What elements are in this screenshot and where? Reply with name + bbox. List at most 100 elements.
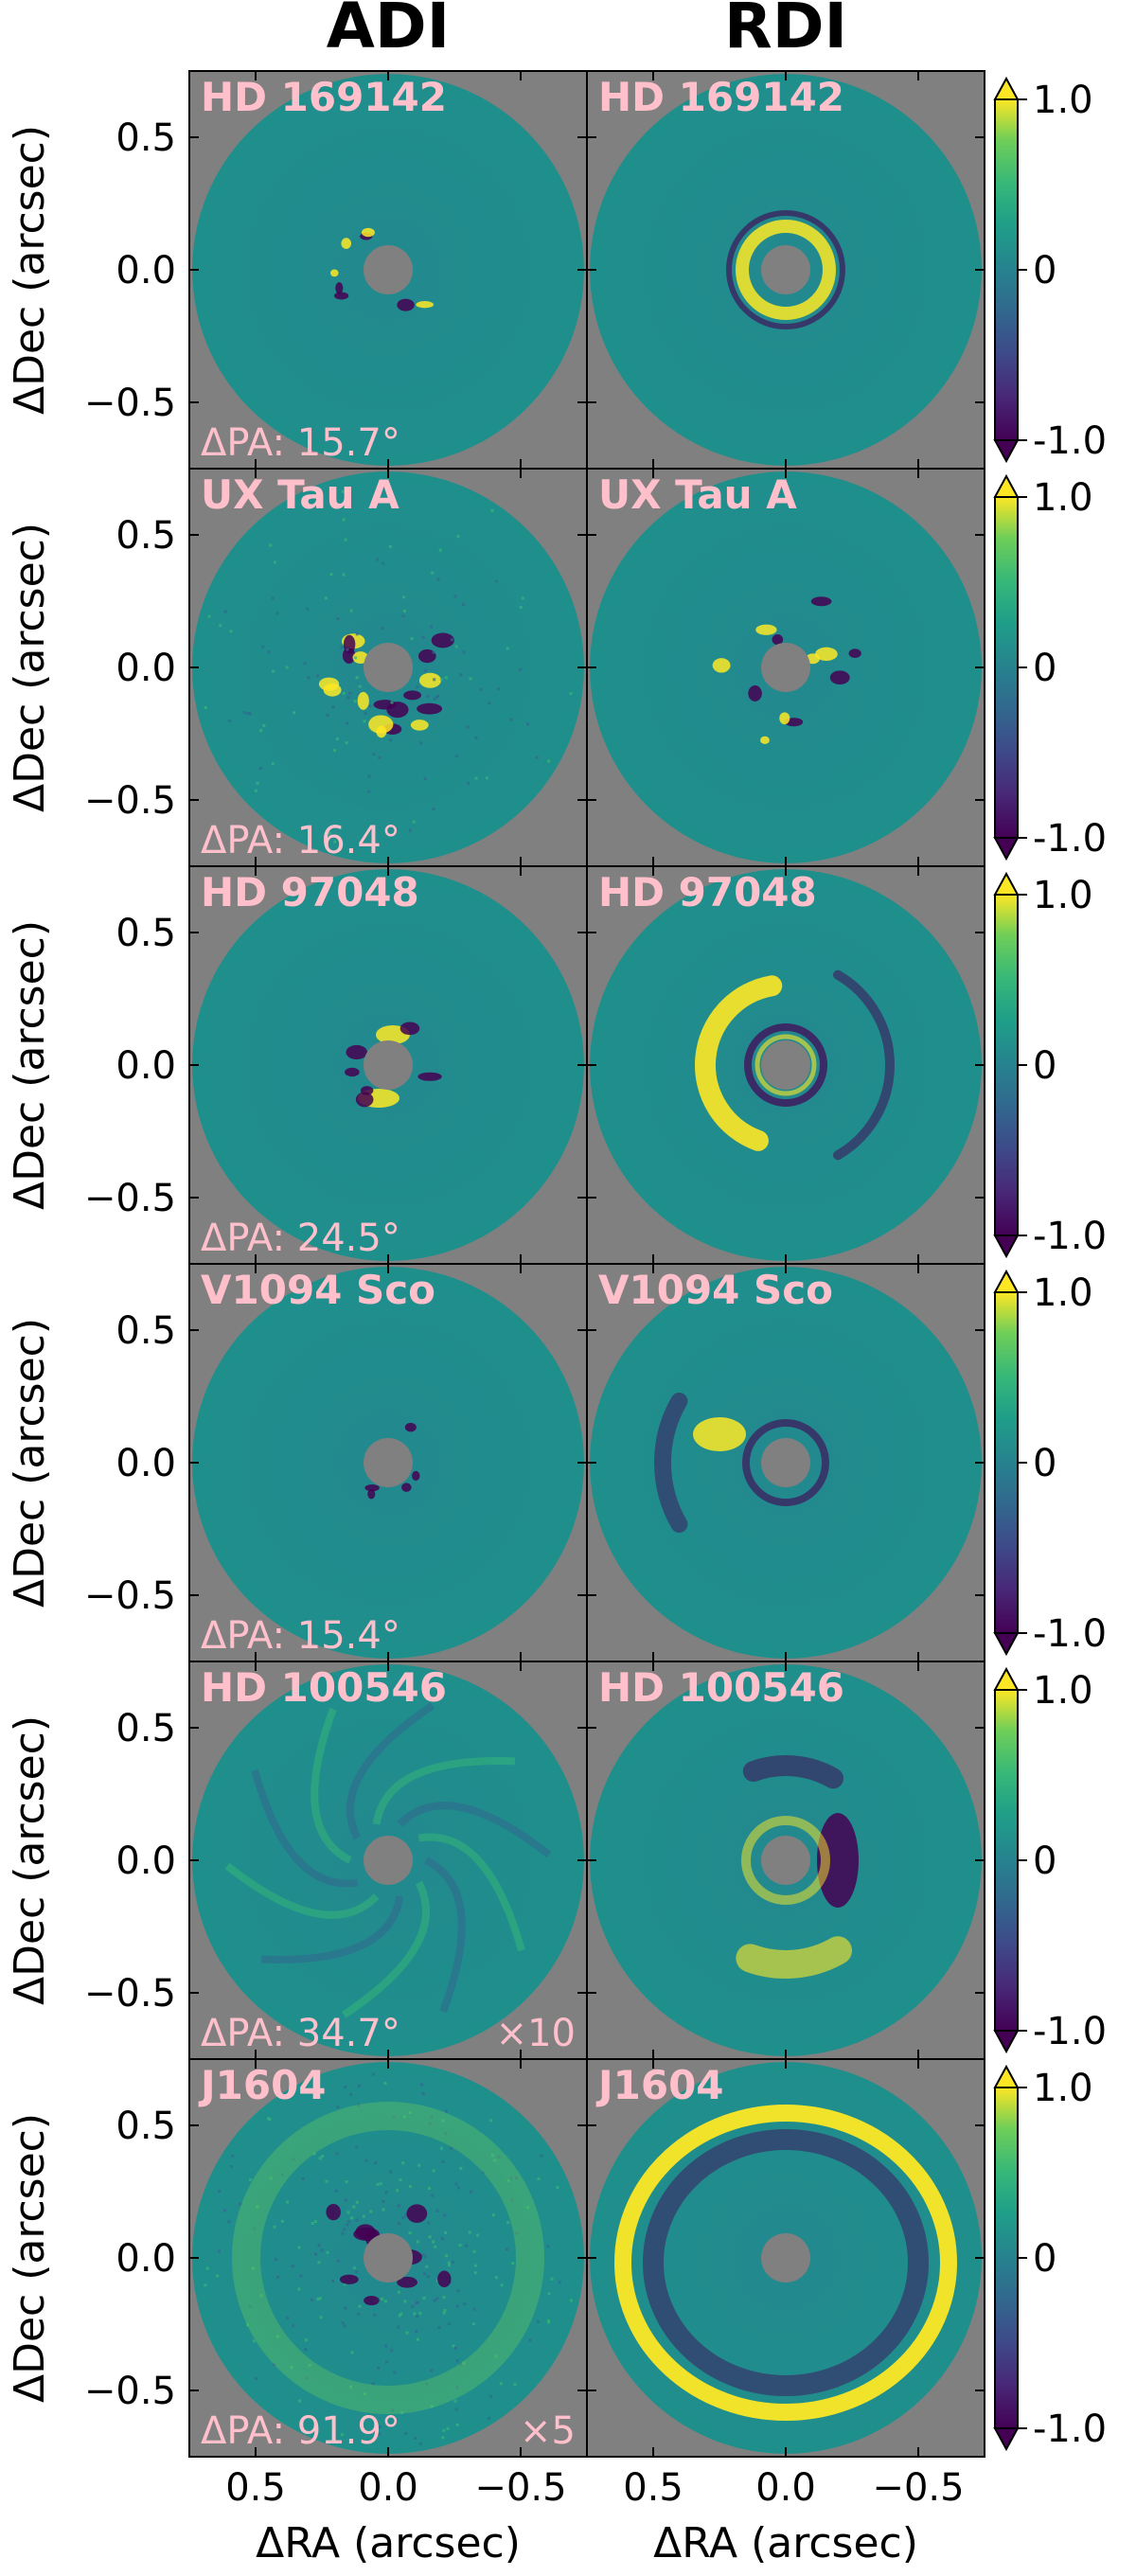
noise-pixel bbox=[432, 2169, 435, 2173]
noise-pixel bbox=[372, 2072, 376, 2076]
noise-pixel bbox=[281, 2173, 285, 2176]
noise-pixel bbox=[408, 2185, 412, 2189]
colorbar-gradient bbox=[994, 98, 1019, 441]
noise-pixel bbox=[299, 2274, 303, 2278]
noise-pixel bbox=[546, 2245, 550, 2248]
target-label: HD 97048 bbox=[201, 869, 419, 915]
y-tick-label: 0.5 bbox=[115, 514, 176, 558]
colorbar-2: 1.0 0 -1.0 bbox=[993, 473, 1107, 862]
delta-pa-label: ΔPA: 16.4° bbox=[201, 819, 400, 862]
panel-rdi-5: HD 100546 bbox=[586, 1661, 985, 2060]
noise-pixel bbox=[297, 2246, 301, 2249]
y-axis-label: ΔDec (arcsec) bbox=[6, 1318, 54, 1608]
noise-pixel bbox=[218, 2190, 222, 2194]
noise-pixel bbox=[371, 2382, 375, 2386]
noise-pixel bbox=[418, 2442, 422, 2445]
panel-adi-6: J1604 ΔPA: 91.9° ×5 bbox=[188, 2058, 588, 2458]
speckle bbox=[333, 292, 349, 300]
noise-pixel bbox=[441, 2119, 445, 2123]
noise-pixel bbox=[513, 2383, 517, 2387]
colorbar-extend-low bbox=[993, 439, 1020, 464]
noise-pixel bbox=[402, 595, 406, 599]
colorbar-tick-label: 1.0 bbox=[1033, 874, 1093, 917]
delta-pa-label: ΔPA: 24.5° bbox=[201, 1217, 400, 1260]
noise-pixel bbox=[401, 614, 405, 618]
noise-pixel bbox=[378, 755, 382, 759]
noise-pixel bbox=[430, 2369, 434, 2372]
coronagraph-mask bbox=[761, 2233, 810, 2283]
y-tick-label: 0.0 bbox=[115, 1839, 176, 1883]
coronagraph-mask bbox=[761, 1438, 810, 1487]
noise-pixel bbox=[345, 2180, 348, 2184]
target-label: UX Tau A bbox=[598, 471, 797, 518]
delta-pa-label: ΔPA: 91.9° bbox=[201, 2409, 400, 2453]
speckle bbox=[364, 1484, 380, 1492]
noise-pixel bbox=[227, 2220, 231, 2224]
coronagraph-mask bbox=[364, 1836, 413, 1885]
speckle bbox=[404, 1422, 417, 1432]
coronagraph-mask bbox=[364, 1040, 413, 1090]
panel-adi-1: HD 169142 ΔPA: 15.7° bbox=[188, 70, 588, 470]
noise-pixel bbox=[399, 2312, 403, 2316]
x-tick-label: 0.0 bbox=[755, 2466, 816, 2510]
noise-pixel bbox=[268, 2118, 272, 2122]
ring-feature bbox=[736, 220, 836, 320]
spiral-arm bbox=[341, 1880, 431, 2018]
noise-pixel bbox=[467, 781, 470, 785]
noise-pixel bbox=[286, 2200, 290, 2204]
noise-pixel bbox=[430, 625, 434, 629]
speckle bbox=[357, 691, 369, 710]
speckle bbox=[406, 2204, 428, 2223]
noise-pixel bbox=[550, 2277, 554, 2281]
coronagraph-mask bbox=[761, 245, 810, 294]
colorbar-4: 1.0 0 -1.0 bbox=[993, 1269, 1107, 1657]
y-tick-label: 0.0 bbox=[115, 1442, 176, 1485]
noise-pixel bbox=[519, 605, 523, 609]
noise-pixel bbox=[442, 2428, 446, 2432]
colorbar-gradient bbox=[994, 894, 1019, 1236]
speckle bbox=[318, 677, 340, 691]
ring-feature bbox=[754, 1034, 817, 1096]
noise-pixel bbox=[355, 2200, 359, 2204]
noise-pixel bbox=[526, 722, 530, 726]
noise-pixel bbox=[391, 2408, 395, 2412]
delta-pa-label: ΔPA: 15.4° bbox=[201, 1614, 400, 1658]
noise-pixel bbox=[347, 2220, 351, 2224]
noise-pixel bbox=[413, 2312, 417, 2316]
noise-pixel bbox=[331, 2279, 335, 2283]
noise-pixel bbox=[499, 2382, 503, 2386]
noise-pixel bbox=[426, 694, 430, 698]
noise-pixel bbox=[455, 755, 459, 758]
noise-pixel bbox=[491, 2213, 495, 2217]
noise-pixel bbox=[456, 535, 460, 539]
noise-pixel bbox=[444, 2132, 448, 2136]
coronagraph-mask bbox=[364, 643, 413, 692]
noise-pixel bbox=[439, 2146, 443, 2150]
noise-pixel bbox=[355, 2270, 359, 2274]
noise-pixel bbox=[346, 648, 349, 651]
noise-pixel bbox=[249, 2177, 253, 2181]
speckle bbox=[772, 633, 784, 646]
colorbar-tick-label: 1.0 bbox=[1033, 2067, 1093, 2110]
noise-pixel bbox=[346, 2211, 350, 2214]
panel-adi-3: HD 97048 ΔPA: 24.5° bbox=[188, 865, 588, 1265]
noise-pixel bbox=[518, 667, 522, 671]
y-tick-label: 0.5 bbox=[115, 912, 176, 955]
noise-pixel bbox=[286, 2317, 290, 2320]
speckle bbox=[397, 298, 415, 311]
noise-pixel bbox=[254, 2376, 257, 2380]
noise-pixel bbox=[305, 2338, 309, 2342]
y-tick-label: −0.5 bbox=[84, 2370, 176, 2413]
noise-pixel bbox=[259, 729, 263, 733]
noise-pixel bbox=[402, 610, 406, 613]
speckle bbox=[335, 282, 344, 294]
colorbar-extend-low bbox=[993, 837, 1020, 862]
noise-pixel bbox=[304, 2376, 308, 2380]
noise-pixel bbox=[434, 2245, 437, 2248]
noise-pixel bbox=[418, 2312, 422, 2316]
noise-pixel bbox=[357, 2104, 361, 2107]
noise-pixel bbox=[262, 723, 266, 727]
noise-pixel bbox=[474, 776, 478, 780]
target-label: HD 100546 bbox=[598, 1664, 844, 1711]
ring-feature bbox=[643, 2129, 929, 2396]
